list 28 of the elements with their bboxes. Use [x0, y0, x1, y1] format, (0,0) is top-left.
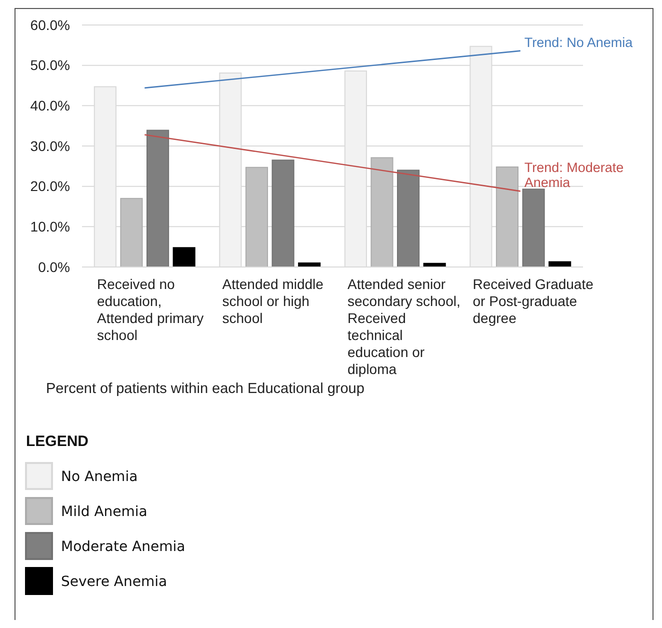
- y-tick-label: 20.0%: [30, 178, 70, 194]
- x-tick-label: Attended senior secondary school, Received technical education or diploma: [348, 276, 460, 377]
- x-tick-label: Received Graduate or Post-graduate degree: [472, 276, 594, 326]
- x-tick-label: Attended middle school or high school: [222, 276, 324, 326]
- bar: [172, 247, 196, 268]
- bar: [146, 130, 170, 268]
- x-tick-label: Received no education, Attended primary school: [97, 276, 204, 343]
- y-tick-label: 0.0%: [38, 258, 70, 275]
- y-tick-label: 60.0%: [30, 16, 70, 33]
- bar: [272, 160, 294, 268]
- legend-label: Mild Anemia: [61, 504, 148, 520]
- legend-title: LEGEND: [26, 433, 89, 450]
- legend-label: No Anemia: [61, 468, 138, 485]
- y-tick-label: 40.0%: [30, 98, 70, 114]
- bar: [120, 198, 143, 268]
- bar: [496, 166, 519, 268]
- legend-label: Moderate Anemia: [61, 538, 186, 555]
- bar: [396, 170, 420, 268]
- y-tick-label: 50.0%: [30, 57, 70, 74]
- y-tick-label: 10.0%: [30, 218, 70, 235]
- y-tick-label: 30.0%: [30, 138, 70, 154]
- series-label: Trend: Moderate Anemia: [524, 160, 624, 190]
- bar: [245, 166, 268, 268]
- x-axis-title: Percent of patients within each Educational group: [46, 381, 364, 397]
- bar: [522, 188, 545, 268]
- legend-label: Severe Anemia: [61, 574, 168, 590]
- series-label: Trend: No Anemia: [524, 34, 634, 50]
- bar: [370, 157, 394, 268]
